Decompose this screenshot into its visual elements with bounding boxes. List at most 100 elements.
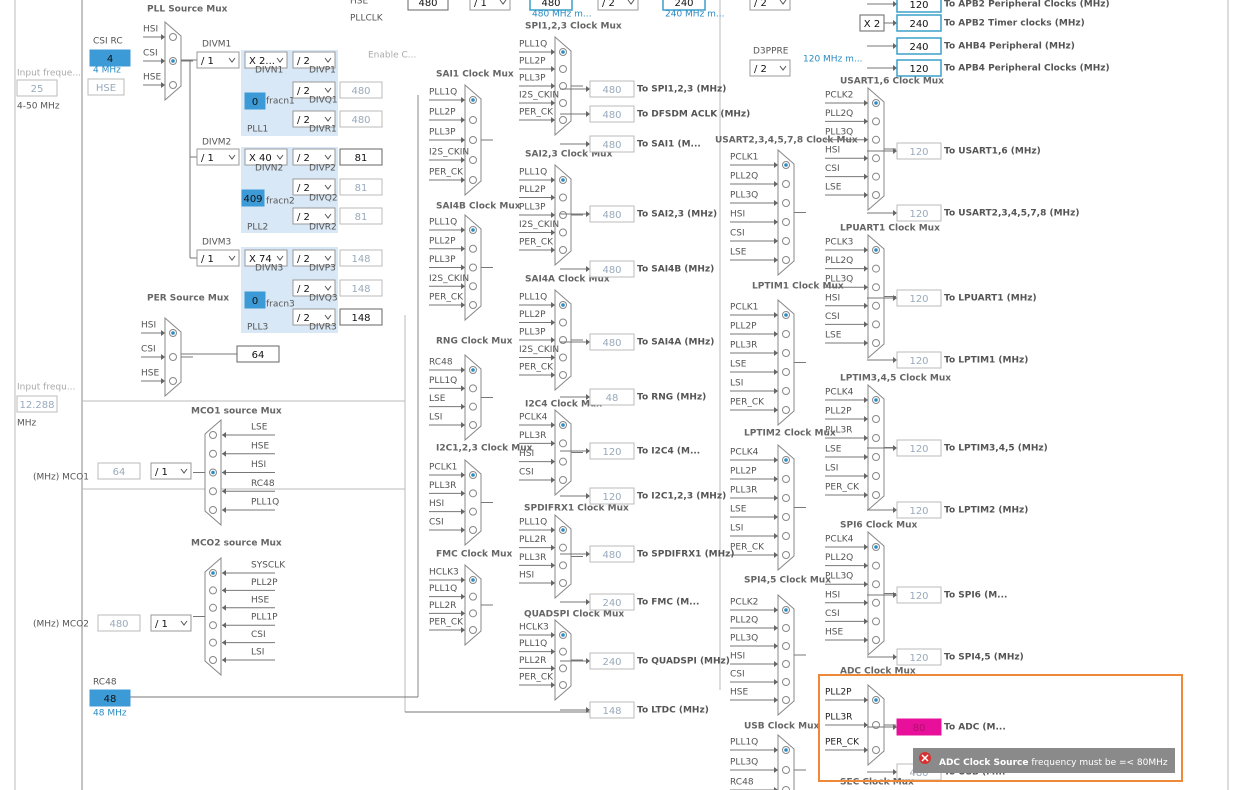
mux-input-label: I2S_CKIN [429, 148, 469, 158]
mux [777, 733, 795, 790]
arrow [864, 454, 868, 460]
arrow [586, 551, 590, 557]
arrow [461, 157, 465, 163]
arrow [222, 488, 226, 495]
mux-selected [874, 101, 878, 105]
field [244, 291, 266, 309]
label: fracn3 [266, 300, 295, 310]
mux-input-label: CSI [730, 670, 745, 680]
mux-input [872, 339, 880, 347]
output-value: 120 [909, 444, 928, 455]
arrow [461, 508, 465, 515]
field-value: / 2 [297, 56, 310, 67]
mux-input [559, 371, 567, 379]
arrow [222, 570, 226, 576]
arrow [893, 445, 897, 451]
dropdown-chevron [499, 0, 507, 5]
mux-input-label: CSI [141, 345, 156, 355]
field-value: 4 [107, 54, 113, 65]
mux-input [872, 415, 880, 423]
output-box [589, 701, 635, 719]
arrow [461, 177, 465, 183]
mux-input-label: PLL3R [730, 486, 757, 496]
arrow [774, 200, 778, 206]
mux-input [872, 453, 880, 461]
mux-input-label: PCLK1 [429, 463, 457, 473]
mux-input [872, 598, 880, 607]
field-value: HSE [96, 83, 116, 94]
mux-input-label: PLL2Q [825, 553, 853, 563]
output-label: To SPI1,2,3 (MHz) [637, 85, 726, 95]
mux-input-label: PLL2R [519, 535, 546, 545]
mux-selected [784, 608, 788, 612]
label: (MHz) MCO1 [33, 473, 89, 483]
mux-title: PLL Source Mux [147, 5, 228, 15]
label: Input freque... [17, 69, 81, 79]
arrow [893, 769, 897, 775]
mux-input [559, 543, 567, 552]
arrow [774, 476, 778, 482]
mux-input-label: PCLK3 [825, 238, 853, 248]
label: DIVN2 [255, 164, 283, 174]
mux-input-label: HSE [143, 73, 161, 83]
mux-input-label: PLL3P [519, 328, 546, 338]
mux-input-label: HSE [251, 441, 269, 451]
dropdown-chevron [228, 57, 236, 63]
arrow [461, 283, 465, 290]
field [749, 59, 791, 77]
dropdown-chevron [779, 65, 787, 71]
mux-input-label: I2S_CKIN [519, 220, 559, 230]
mux-input [559, 561, 567, 570]
dropdown-chevron [324, 154, 332, 160]
label: SEC Clock Mux [840, 778, 914, 788]
mux-input [469, 136, 477, 144]
mux-input-label: HCLK3 [429, 568, 459, 578]
mux-input-label: I2S_CKIN [519, 91, 559, 101]
output-box [896, 59, 942, 77]
mux-input [872, 434, 880, 442]
mux-input-label: CSI [825, 312, 840, 322]
mux [464, 563, 482, 647]
arrow [161, 330, 165, 336]
arrow [551, 100, 555, 106]
field [339, 207, 383, 225]
field-value: / 1 [201, 56, 214, 67]
label: HSE [350, 0, 368, 7]
output-box [896, 351, 942, 369]
arrow [774, 679, 778, 685]
mux-selected [471, 473, 475, 477]
highlight [818, 674, 1183, 782]
mux-input [469, 301, 477, 309]
arrow [864, 599, 868, 606]
arrow [774, 407, 778, 413]
arrow [774, 369, 778, 375]
field-value: 480 [541, 0, 560, 9]
mux-input-label: HSI [519, 571, 534, 581]
label: DIVN1 [255, 66, 283, 76]
arrow [461, 490, 465, 497]
mux [554, 408, 572, 497]
label: PLL2 [247, 223, 268, 233]
arrow [586, 86, 590, 92]
dropdown-chevron [324, 57, 332, 63]
field [292, 279, 336, 297]
mux-input [782, 624, 790, 632]
arrow [864, 581, 868, 588]
label: fracn1 [266, 97, 295, 107]
mux-title: LPUART1 Clock Mux [840, 224, 940, 234]
dropdown-chevron [180, 468, 188, 474]
label: PLL1 [247, 125, 268, 135]
arrow [864, 618, 868, 625]
mux-input-label: PLL3R [825, 426, 852, 436]
output-label: To DFSDM ACLK (MHz) [637, 110, 750, 120]
mux-input-label: PLL3Q [825, 127, 853, 137]
dropdown-chevron [228, 154, 236, 160]
mux-input-label: PLL2Q [730, 616, 758, 626]
mux-selected [874, 248, 878, 252]
mux-input-label: PLL2P [519, 310, 546, 320]
field [16, 79, 58, 97]
label: DIVP2 [309, 164, 336, 174]
mux-input-label: HSI [730, 210, 745, 220]
output-value: 480 [602, 338, 621, 349]
mux-input-label: I2S_CKIN [519, 345, 559, 355]
